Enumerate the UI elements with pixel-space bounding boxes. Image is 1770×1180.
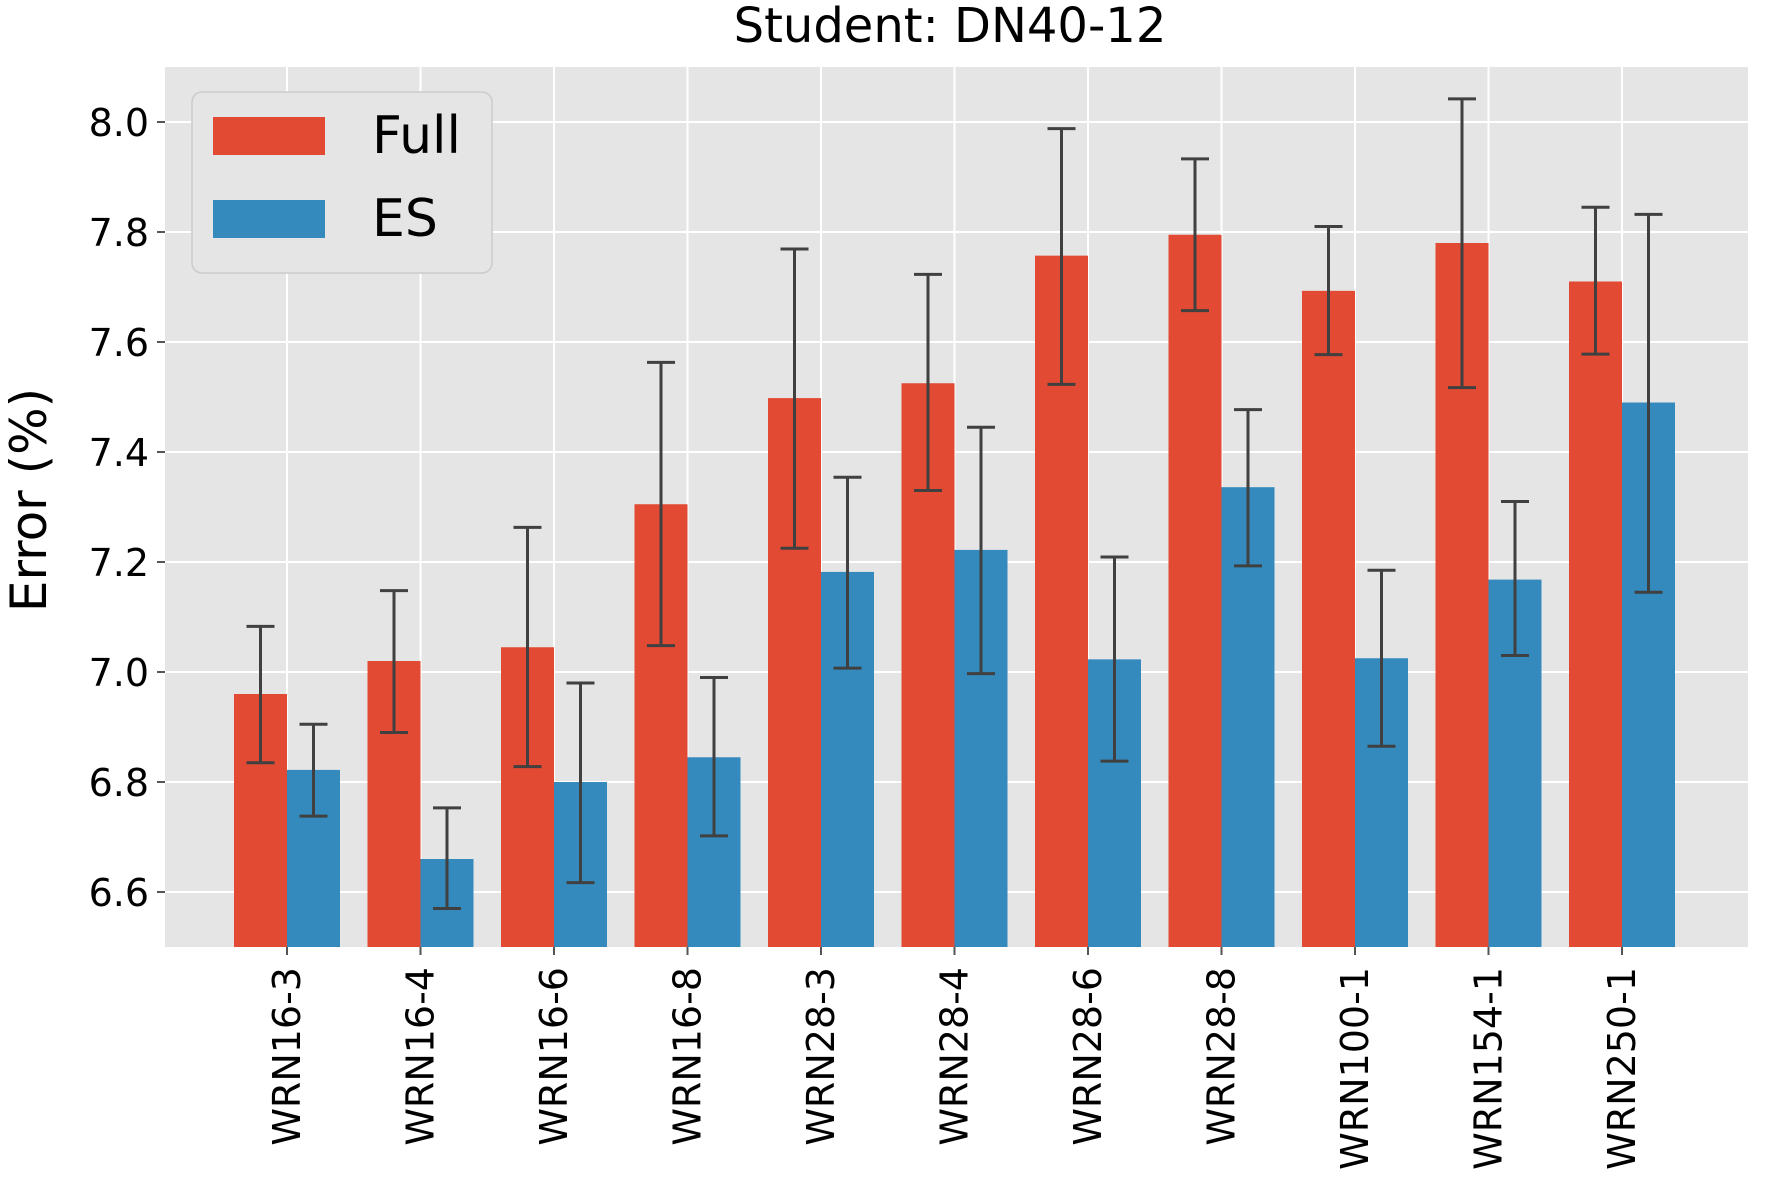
y-tick-label: 7.6 — [89, 321, 149, 365]
x-tick-label: WRN16-3 — [265, 967, 309, 1146]
chart-title: Student: DN40-12 — [734, 0, 1167, 54]
y-tick-label: 6.8 — [89, 761, 149, 805]
y-tick-label: 7.4 — [89, 431, 149, 475]
x-tick-label: WRN100-1 — [1333, 967, 1377, 1170]
y-axis-label: Error (%) — [0, 388, 58, 612]
x-tick-label: WRN250-1 — [1600, 967, 1644, 1170]
x-tick-label: WRN28-3 — [799, 967, 843, 1146]
bar-full — [1168, 234, 1222, 947]
y-axis-ticks: 6.6 6.8 7.0 7.2 7.4 7.6 7.8 8.0 — [89, 101, 165, 915]
y-tick-label: 8.0 — [89, 101, 149, 145]
legend-label-es: ES — [372, 189, 438, 249]
legend-swatch-es — [213, 200, 325, 238]
y-tick-label: 7.0 — [89, 651, 149, 695]
y-tick-label: 7.2 — [89, 541, 149, 585]
bar-full — [1569, 281, 1622, 947]
x-axis-ticks: WRN16-3 WRN16-4 WRN16-6 WRN16-8 WRN28-3 WRN28… — [265, 947, 1644, 1170]
bars — [234, 234, 1675, 948]
y-tick-label: 6.6 — [89, 871, 149, 915]
x-tick-label: WRN28-4 — [933, 967, 977, 1146]
x-tick-label: WRN16-4 — [399, 967, 443, 1146]
x-tick-label: WRN16-8 — [666, 967, 710, 1146]
error-bars — [246, 97, 1663, 910]
x-tick-label: WRN28-6 — [1066, 967, 1110, 1146]
legend: Full ES — [191, 91, 493, 274]
y-tick-label: 7.8 — [89, 211, 149, 255]
bar-full — [1302, 290, 1355, 948]
x-tick-label: WRN154-1 — [1467, 967, 1511, 1170]
legend-label-full: Full — [372, 106, 461, 166]
x-tick-label: WRN28-8 — [1200, 967, 1244, 1146]
x-tick-label: WRN16-6 — [532, 967, 576, 1146]
legend-swatch-full — [213, 117, 325, 155]
